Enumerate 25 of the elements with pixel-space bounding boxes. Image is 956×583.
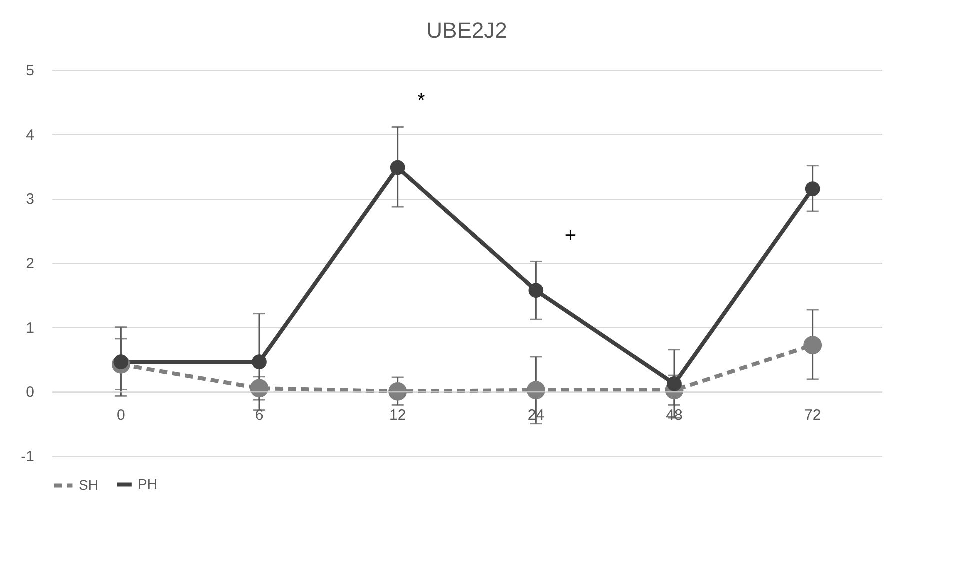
point <box>250 379 269 398</box>
x-tick-label: 12 <box>389 407 406 424</box>
y-tick-label: 2 <box>26 256 34 272</box>
point <box>528 283 544 298</box>
legend-label: SH <box>79 476 98 493</box>
y-tick-label: 1 <box>26 320 34 337</box>
point <box>526 381 546 400</box>
x-tick-label: 0 <box>116 407 126 424</box>
annotation: * <box>417 90 426 112</box>
point <box>388 382 408 401</box>
x-tick-label: 6 <box>255 407 264 424</box>
point <box>667 376 682 392</box>
y-tick-label: 4 <box>26 126 34 144</box>
y-tick-label: 3 <box>26 191 34 208</box>
annotation: + <box>564 224 577 247</box>
point <box>804 336 822 355</box>
y-tick-label: -1 <box>21 448 34 466</box>
chart-title: UBE2J2 <box>426 18 508 43</box>
point <box>252 354 267 370</box>
x-tick-label: 72 <box>804 407 822 424</box>
y-tick-label: 5 <box>26 62 34 80</box>
y-tick-label: 0 <box>26 384 34 402</box>
legend-label: PH <box>138 476 158 492</box>
point <box>805 182 820 196</box>
point <box>390 160 406 176</box>
